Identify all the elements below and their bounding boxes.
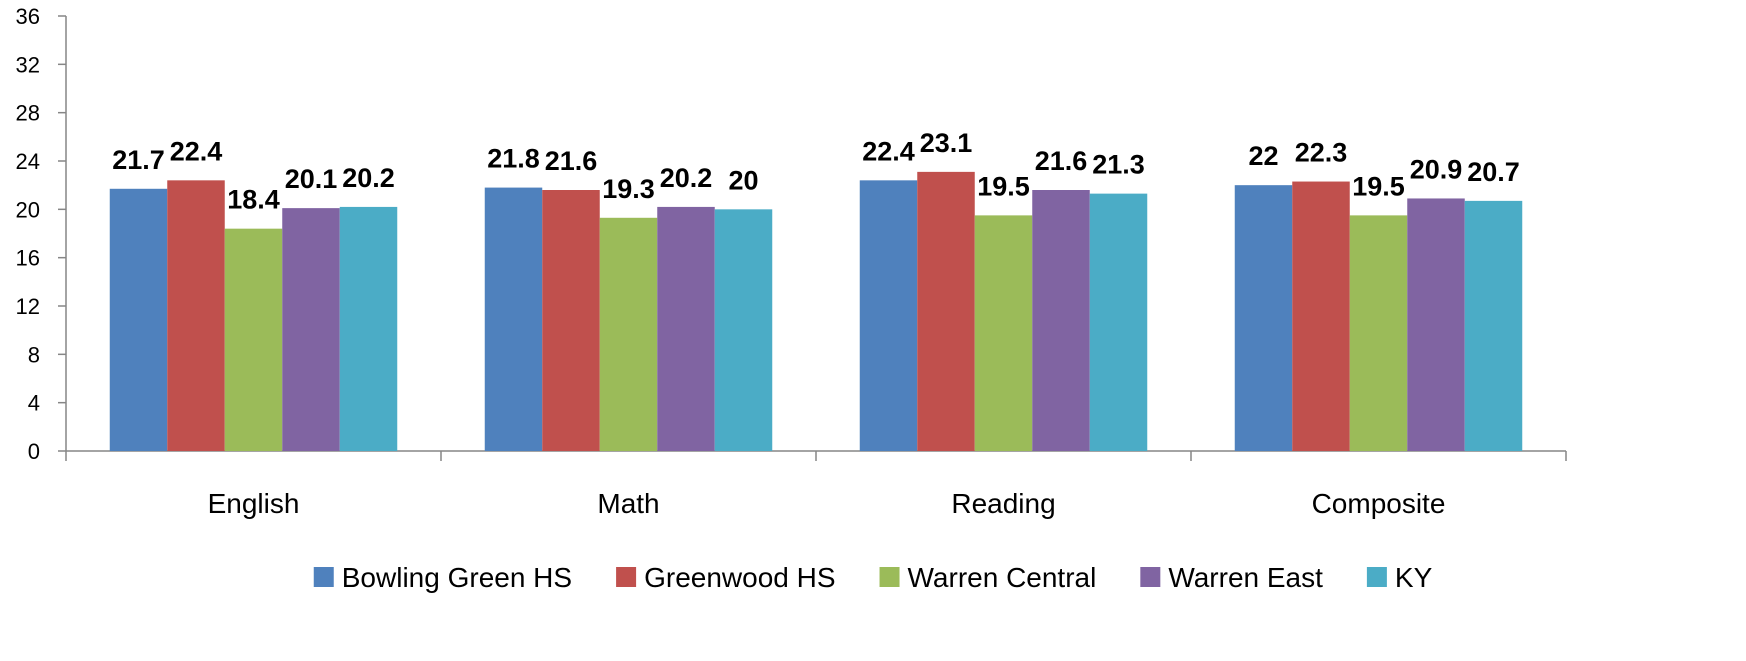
legend-label: Warren Central xyxy=(908,562,1097,593)
bar xyxy=(714,209,773,451)
data-label: 21.8 xyxy=(487,144,540,174)
data-label: 20.1 xyxy=(285,164,338,194)
bar xyxy=(1234,185,1293,451)
y-tick-label: 4 xyxy=(28,391,40,416)
y-tick-label: 36 xyxy=(16,4,40,29)
legend-item[interactable]: Bowling Green HS xyxy=(313,562,572,593)
bar xyxy=(109,188,168,451)
data-label: 19.3 xyxy=(602,174,655,204)
legend-label: Bowling Green HS xyxy=(342,562,572,593)
y-tick-label: 28 xyxy=(16,101,40,126)
y-tick-label: 8 xyxy=(28,342,40,367)
y-tick-label: 0 xyxy=(28,439,40,464)
data-label: 19.5 xyxy=(977,171,1030,201)
data-label: 22.3 xyxy=(1295,138,1348,168)
data-label: 20.2 xyxy=(342,163,395,193)
legend-item[interactable]: Warren Central xyxy=(879,562,1097,593)
y-tick-label: 24 xyxy=(16,149,40,174)
bar xyxy=(224,228,283,451)
bar xyxy=(542,190,600,451)
legend-swatch xyxy=(313,567,334,587)
legend-label: Warren East xyxy=(1168,562,1323,593)
data-label: 20.9 xyxy=(1410,154,1463,184)
legend-swatch xyxy=(616,567,637,587)
bar xyxy=(1032,190,1090,451)
legend-swatch xyxy=(1366,567,1387,587)
data-label: 23.1 xyxy=(920,128,973,158)
legend-label: KY xyxy=(1395,562,1433,593)
data-label: 19.5 xyxy=(1352,171,1405,201)
bar xyxy=(484,187,543,452)
data-label: 20 xyxy=(728,165,758,195)
category-label: Math xyxy=(597,488,659,519)
bars xyxy=(109,171,1523,452)
bar xyxy=(599,217,658,451)
bar xyxy=(1464,200,1523,451)
bar xyxy=(1407,198,1465,451)
y-tick-label: 12 xyxy=(16,294,40,319)
y-tick-label: 20 xyxy=(16,197,40,222)
bar xyxy=(657,206,715,451)
category-label: Composite xyxy=(1312,488,1446,519)
data-label: 18.4 xyxy=(227,185,280,215)
legend-swatch xyxy=(1140,567,1161,587)
bar xyxy=(1349,215,1408,451)
bar xyxy=(859,180,918,452)
data-label: 22 xyxy=(1248,141,1278,171)
bar xyxy=(339,206,398,451)
data-labels: 21.7 21.8 22.4 22 22.4 21.6 23.1 22.3 18.4 19.3 19… xyxy=(112,128,1520,215)
y-tick-label: 16 xyxy=(16,246,40,271)
bar xyxy=(167,180,225,452)
category-label: Reading xyxy=(951,488,1055,519)
legend-item[interactable]: KY xyxy=(1366,562,1433,593)
x-axis: English Math Reading Composite xyxy=(65,450,1567,519)
y-axis: 0 4 8 12 16 20 24 28 32 36 xyxy=(16,4,67,464)
bar xyxy=(1089,193,1148,451)
legend-item[interactable]: Warren East xyxy=(1140,562,1323,593)
data-label: 21.6 xyxy=(1035,146,1088,176)
y-tick-label: 32 xyxy=(16,52,40,77)
data-label: 21.6 xyxy=(545,146,598,176)
legend-swatch xyxy=(879,567,900,587)
data-label: 21.3 xyxy=(1092,150,1145,180)
legend-item[interactable]: Greenwood HS xyxy=(616,562,836,593)
data-label: 22.4 xyxy=(862,136,915,166)
data-label: 22.4 xyxy=(170,136,223,166)
data-label: 20.7 xyxy=(1467,157,1520,187)
bar xyxy=(1292,181,1350,451)
data-label: 20.2 xyxy=(660,163,713,193)
legend[interactable]: Bowling Green HS Greenwood HS Warren Centr… xyxy=(313,562,1433,593)
data-label: 21.7 xyxy=(112,145,165,175)
category-label: English xyxy=(208,488,300,519)
bar xyxy=(282,208,340,451)
bar xyxy=(974,215,1033,451)
legend-label: Greenwood HS xyxy=(644,562,835,593)
bar xyxy=(917,171,975,451)
